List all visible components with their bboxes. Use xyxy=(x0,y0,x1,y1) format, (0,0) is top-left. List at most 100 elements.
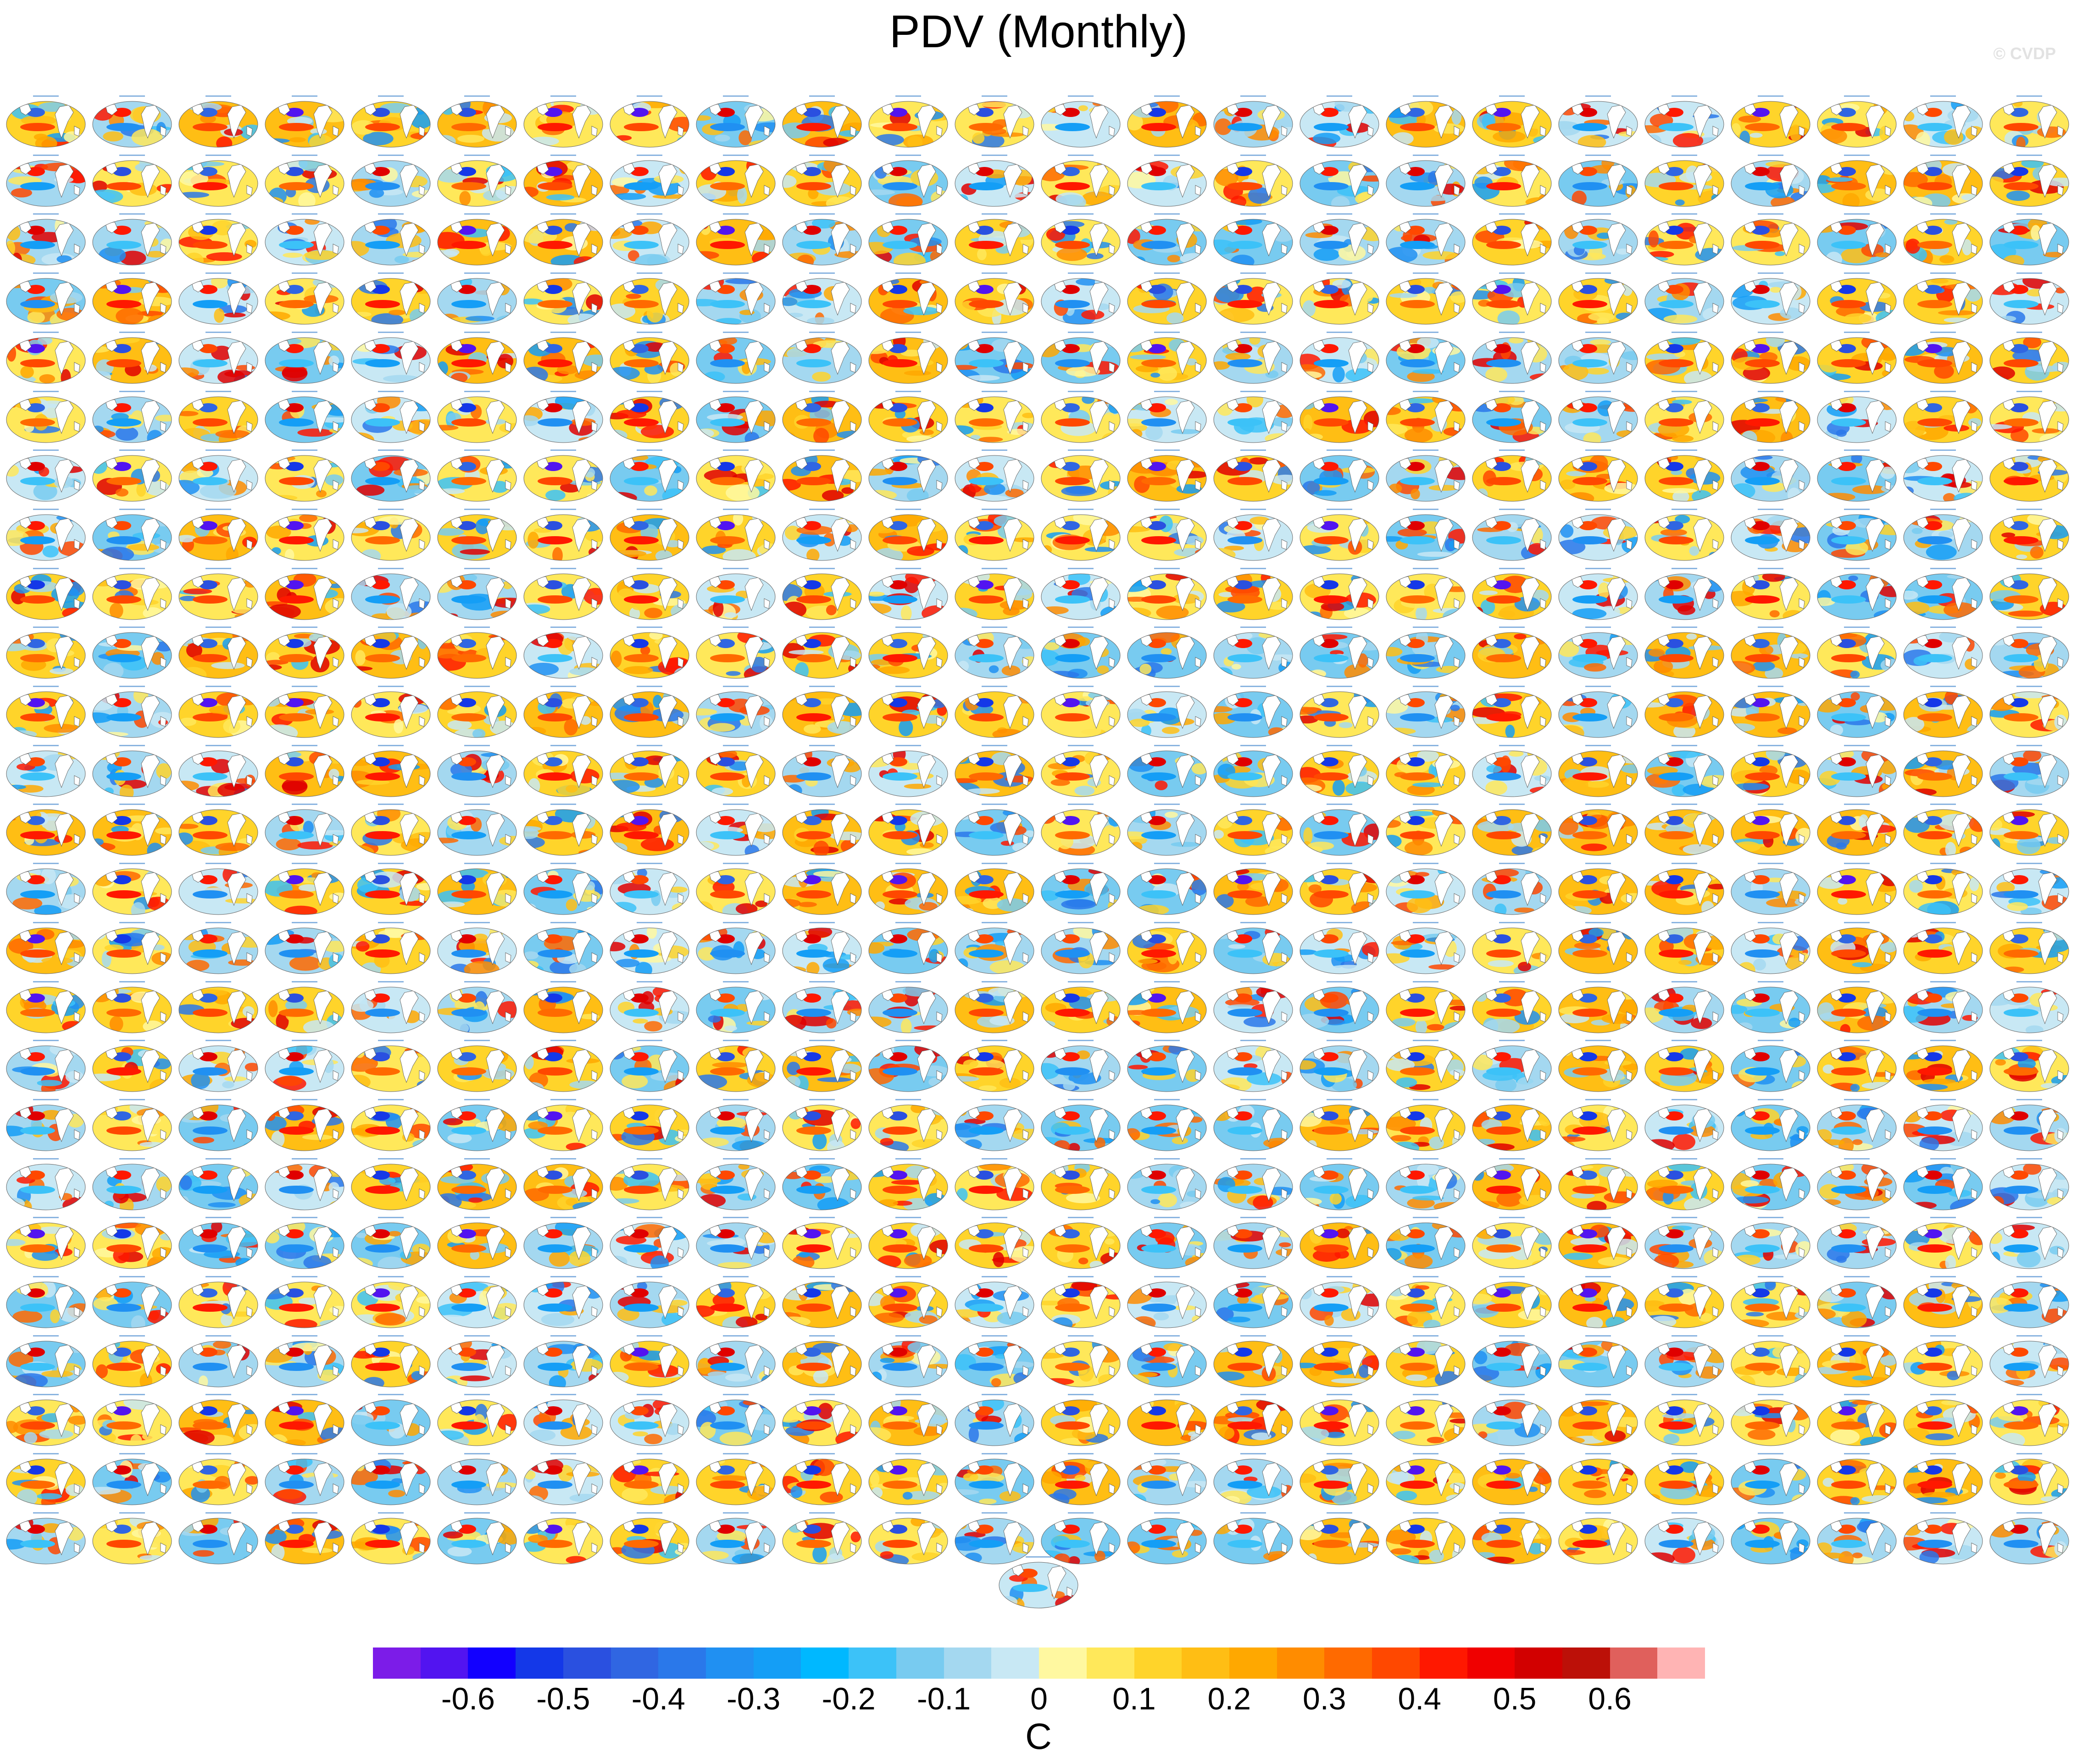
pdv-map-panel xyxy=(523,684,604,739)
pdv-map-panel xyxy=(1816,1511,1897,1566)
colorbar-segment xyxy=(1277,1648,1325,1679)
pdv-map-panel xyxy=(178,330,259,385)
pdv-map-panel xyxy=(178,389,259,444)
pdv-map-panel xyxy=(1730,1098,1811,1153)
pdv-map-panel xyxy=(92,625,172,680)
pdv-map-panel xyxy=(1040,389,1121,444)
pdv-map-panel xyxy=(523,980,604,1035)
pdv-map-panel xyxy=(1385,980,1466,1035)
pdv-map-panel xyxy=(954,1392,1035,1448)
pdv-map-panel xyxy=(1127,1452,1207,1507)
pdv-map-panel xyxy=(1730,921,1811,976)
pdv-map-panel xyxy=(1644,448,1725,503)
pdv-map-panel xyxy=(1299,94,1380,149)
pdv-map-panel xyxy=(1472,1511,1552,1566)
pdv-map-panel xyxy=(1385,1215,1466,1270)
pdv-map-panel xyxy=(1385,743,1466,799)
pdv-map-panel xyxy=(437,921,517,976)
pdv-map-panel xyxy=(954,330,1035,385)
pdv-map-panel xyxy=(695,743,776,799)
pdv-map-panel xyxy=(954,153,1035,208)
pdv-map-panel xyxy=(1903,1275,1983,1330)
pdv-map-panel xyxy=(1730,625,1811,680)
pdv-map-panel xyxy=(1213,389,1294,444)
pdv-map-panel xyxy=(523,921,604,976)
pdv-map-panel xyxy=(1730,861,1811,916)
pdv-map-panel xyxy=(1558,861,1638,916)
pdv-map-panel xyxy=(868,980,949,1035)
pdv-map-panel xyxy=(1299,980,1380,1035)
pdv-map-panel xyxy=(1903,1215,1983,1270)
pdv-map-panel xyxy=(1989,921,2070,976)
pdv-map-panel xyxy=(1558,684,1638,739)
pdv-map-panel xyxy=(1040,743,1121,799)
page-title: PDV (Monthly) xyxy=(889,6,1188,57)
pdv-map-panel xyxy=(1385,271,1466,326)
pdv-map-panel xyxy=(782,1392,862,1448)
pdv-map-panel xyxy=(782,330,862,385)
pdv-map-panel xyxy=(6,94,86,149)
colorbar-tick-label: -0.2 xyxy=(822,1681,876,1716)
pdv-map-panel xyxy=(264,1215,345,1270)
pdv-map-panel xyxy=(1127,1275,1207,1330)
pdv-map-panel xyxy=(1472,684,1552,739)
pdv-map-panel xyxy=(782,212,862,267)
pdv-map-panel xyxy=(782,802,862,857)
colorbar-tick-label: -0.4 xyxy=(631,1681,685,1716)
pdv-map-panel xyxy=(92,980,172,1035)
pdv-map-panel xyxy=(6,625,86,680)
pdv-map-panel xyxy=(178,271,259,326)
pdv-map-panel xyxy=(1730,802,1811,857)
pdv-map-panel xyxy=(1040,1334,1121,1389)
pdv-map-panel xyxy=(1472,1334,1552,1389)
pdv-map-panel xyxy=(178,802,259,857)
pdv-map-panel xyxy=(1040,1275,1121,1330)
pdv-map-panel xyxy=(92,684,172,739)
pdv-map-panel xyxy=(1127,330,1207,385)
pdv-map-panel xyxy=(782,980,862,1035)
pdv-map-panel xyxy=(1558,1038,1638,1093)
pdv-map-panel xyxy=(178,861,259,916)
pdv-map-panel xyxy=(609,389,690,444)
pdv-map-panel xyxy=(609,153,690,208)
pdv-map-panel xyxy=(178,980,259,1035)
pdv-map-panel xyxy=(1816,271,1897,326)
pdv-map-panel xyxy=(523,743,604,799)
pdv-map-panel xyxy=(1040,330,1121,385)
pdv-map-panel xyxy=(1989,1275,2070,1330)
pdv-map-panel xyxy=(1903,1452,1983,1507)
pdv-map-panel xyxy=(1299,1334,1380,1389)
pdv-map-panel xyxy=(1644,507,1725,562)
pdv-map-panel xyxy=(1299,1098,1380,1153)
pdv-map-panel xyxy=(350,1452,431,1507)
pdv-map-panel xyxy=(1299,921,1380,976)
pdv-map-panel xyxy=(264,566,345,621)
pdv-map-panel xyxy=(264,1392,345,1448)
pdv-map-panel xyxy=(523,1392,604,1448)
pdv-map-panel xyxy=(1472,1392,1552,1448)
pdv-map-panel xyxy=(1040,566,1121,621)
pdv-map-panel xyxy=(1299,1157,1380,1212)
pdv-map-panel xyxy=(6,271,86,326)
pdv-map-panel xyxy=(178,448,259,503)
pdv-map-panel xyxy=(1472,507,1552,562)
pdv-map-panel xyxy=(954,1334,1035,1389)
colorbar-segment xyxy=(1467,1648,1515,1679)
pdv-map-panel xyxy=(695,448,776,503)
pdv-map-panel xyxy=(1989,1392,2070,1448)
pdv-map-panel xyxy=(1299,153,1380,208)
pdv-map-panel xyxy=(1644,566,1725,621)
pdv-map-panel xyxy=(1299,1215,1380,1270)
pdv-map-panel xyxy=(1989,1157,2070,1212)
colorbar-tick-label: -0.3 xyxy=(727,1681,781,1716)
pdv-map-panel xyxy=(1989,94,2070,149)
pdv-map-panel xyxy=(695,389,776,444)
pdv-map-panel xyxy=(350,94,431,149)
pdv-map-panel xyxy=(6,684,86,739)
pdv-map-panel xyxy=(437,212,517,267)
pdv-map-panel xyxy=(1127,980,1207,1035)
pdv-map-panel xyxy=(1903,802,1983,857)
pdv-map-panel xyxy=(954,212,1035,267)
pdv-map-panel xyxy=(178,566,259,621)
pdv-map-panel xyxy=(1730,684,1811,739)
